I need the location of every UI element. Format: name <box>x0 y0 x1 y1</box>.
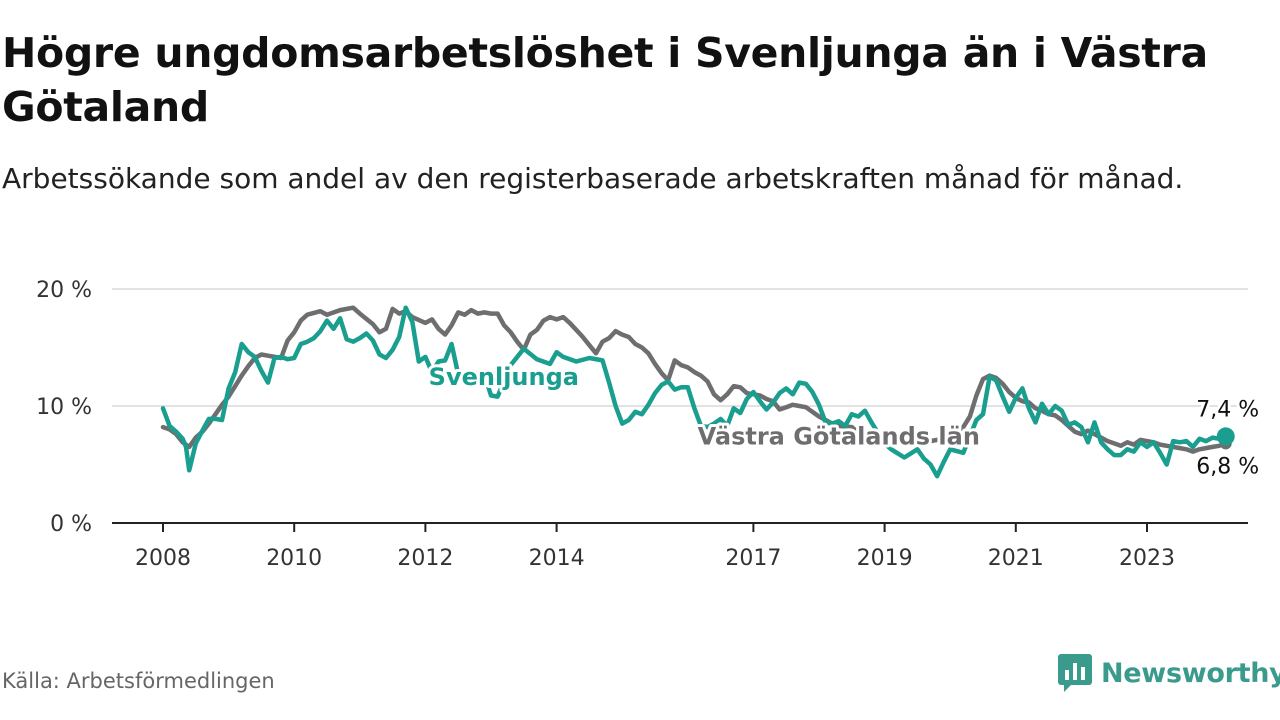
series-layer <box>160 305 1235 479</box>
series-line-v-stra-g-talands-l-n <box>160 305 1228 454</box>
y-tick-label: 10 % <box>36 395 92 420</box>
chart-title: Högre ungdomsarbetslöshet i Svenljunga ä… <box>2 29 1208 131</box>
x-tick-label: 2021 <box>988 546 1044 571</box>
x-tick-label: 2023 <box>1119 546 1175 571</box>
x-tick-label: 2008 <box>135 546 191 571</box>
x-tick-label: 2017 <box>725 546 781 571</box>
newsworthy-logo-icon <box>1058 654 1092 692</box>
x-tick-label: 2010 <box>266 546 322 571</box>
source-note: Källa: Arbetsförmedlingen <box>2 669 275 693</box>
y-tick-label: 20 % <box>36 278 92 303</box>
end-value-svenljunga-group: 7,4 %7,4 % <box>1193 394 1262 425</box>
y-tick-label: 0 % <box>50 512 92 537</box>
series-line-svenljunga <box>160 305 1228 479</box>
end-value-svenljunga: 7,4 % <box>1196 397 1259 422</box>
newsworthy-wordmark: Newsworthy <box>1101 657 1280 689</box>
end-value-vastra-gotalands-lan-halo: 6,8 % <box>1196 454 1259 479</box>
tick-layer: 0 % 10 % 20 % 2008 2010 2012 2014 2017 2019 2021 2… <box>36 278 1175 571</box>
series-label-svenljunga-halo: Svenljunga <box>429 363 579 391</box>
end-value-vastra-gotalands-lan-group: 6,8 %6,8 % <box>1193 451 1262 482</box>
end-value-vastra-gotalands-lan: 6,8 % <box>1196 454 1259 479</box>
series-label-svenljunga: Svenljunga <box>429 363 579 391</box>
end-value-svenljunga-halo: 7,4 % <box>1196 397 1259 422</box>
x-tick-label: 2012 <box>397 546 453 571</box>
x-tick-label: 2019 <box>857 546 913 571</box>
x-tick-label: 2014 <box>529 546 585 571</box>
series-label-vastra-gotalands-lan: Västra Götalands län <box>698 423 980 451</box>
grid-layer <box>112 288 1248 524</box>
chart-subtitle: Arbetssökande som andel av den registerb… <box>2 162 1184 195</box>
end-point-svenljunga <box>1216 427 1235 446</box>
line-chart: 0 % 10 % 20 % 2008 2010 2012 2014 2017 2019 2021 2… <box>36 278 1262 571</box>
series-label-vastra-gotalands-lan-halo: Västra Götalands län <box>698 423 980 451</box>
newsworthy-brand: Newsworthy <box>1058 652 1280 694</box>
